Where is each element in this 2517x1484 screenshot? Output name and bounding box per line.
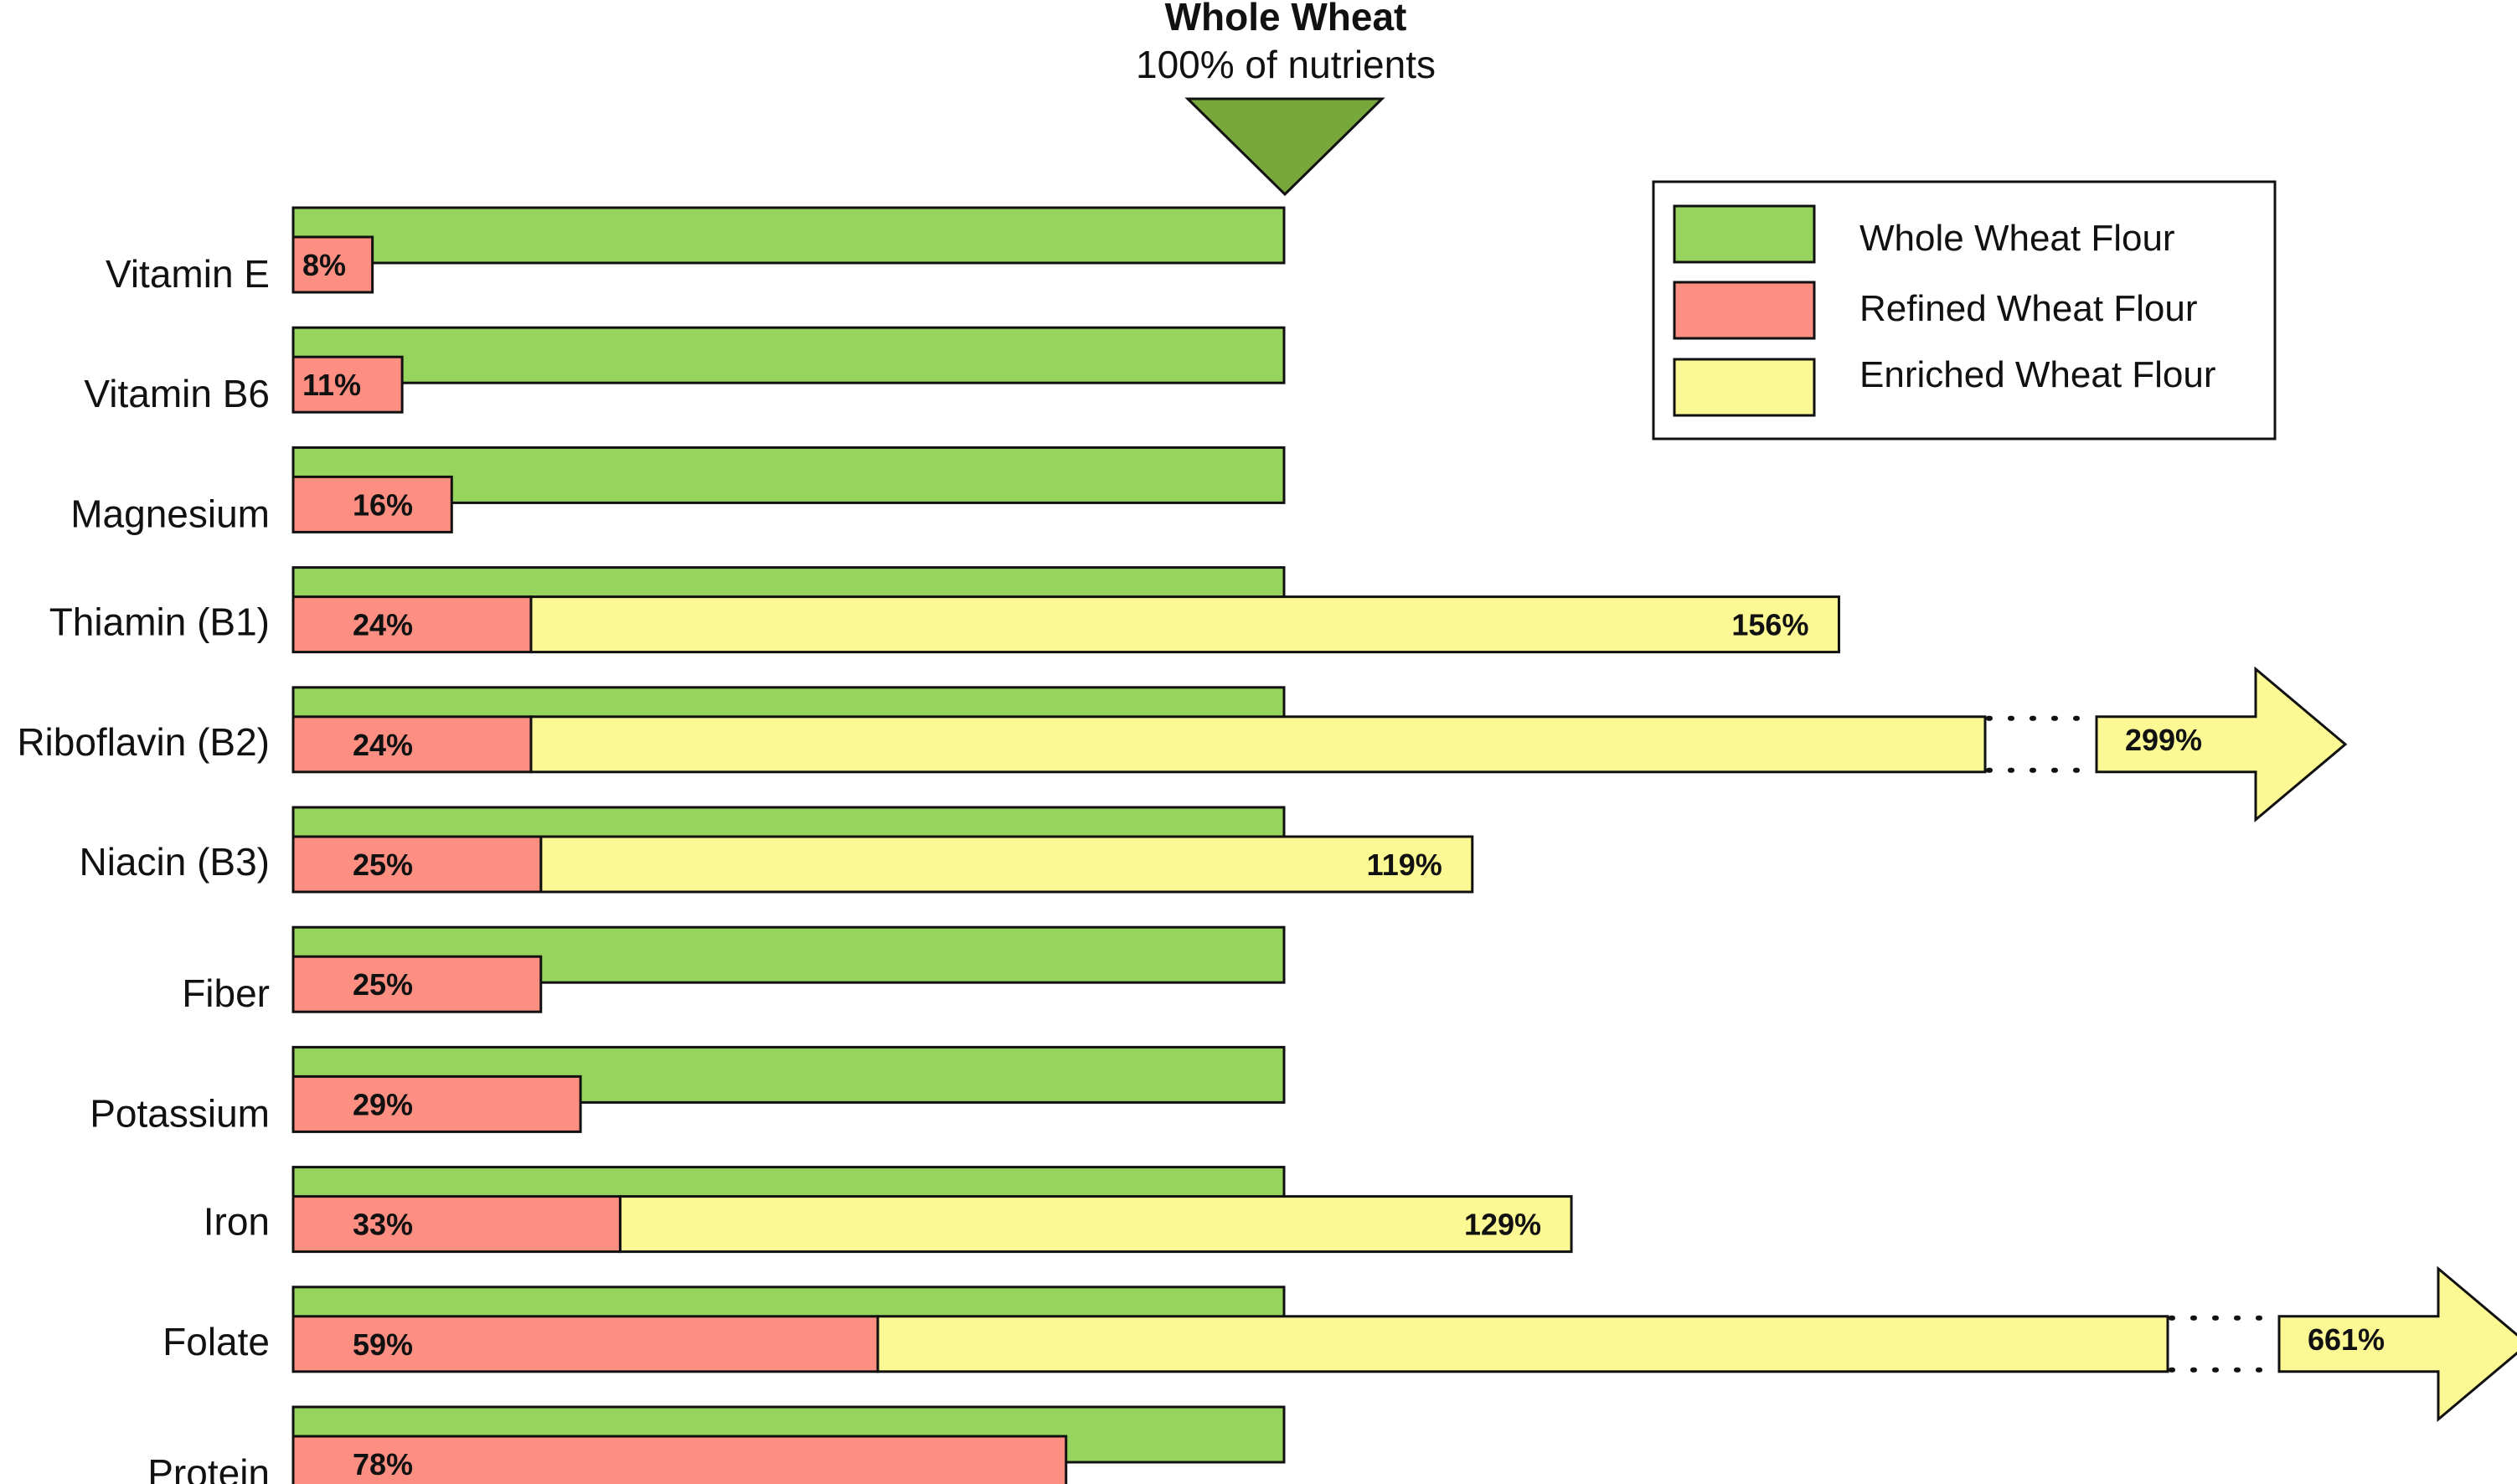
legend-swatch-refined <box>1673 281 1816 340</box>
bar-value-label: 156% <box>1731 608 1808 642</box>
bar-enriched-wheat-arrow <box>2277 1265 2517 1423</box>
bar-value-label: 11% <box>302 368 361 402</box>
legend-swatch-enriched <box>1673 358 1816 417</box>
bar-value-label: 59% <box>353 1327 413 1362</box>
bar-value-label: 129% <box>1464 1208 1541 1242</box>
category-label: Vitamin B6 <box>84 372 270 415</box>
bar-value-label: 299% <box>2125 723 2202 757</box>
bar-refined-wheat <box>291 715 533 774</box>
legend-swatch-whole <box>1673 204 1816 264</box>
bar-whole-wheat <box>291 925 1286 984</box>
bar-refined-wheat <box>291 475 453 533</box>
bar-refined-wheat <box>291 1195 622 1254</box>
bar-value-label: 25% <box>353 848 413 882</box>
bar-refined-wheat <box>291 1074 582 1133</box>
bar-refined-wheat <box>291 235 374 294</box>
chart-subtitle: 100% of nutrients <box>1136 43 1436 86</box>
bar-value-label: 33% <box>353 1208 413 1242</box>
category-label: Protein <box>147 1451 270 1484</box>
bar-whole-wheat <box>291 446 1286 504</box>
bar-enriched-wheat <box>539 835 1474 894</box>
category-label: Vitamin E <box>106 252 270 296</box>
legend-label-enriched: Enriched Wheat Flour <box>1859 354 2216 395</box>
category-label: Iron <box>204 1200 270 1244</box>
bars-group: Vitamin E 8% Vitamin B6 11% Magnesium 16% Thia… <box>17 206 2517 1484</box>
legend: Whole Wheat Flour Refined Wheat Flour En… <box>1652 180 2277 441</box>
bar-value-label: 661% <box>2308 1322 2385 1357</box>
legend-label-refined: Refined Wheat Flour <box>1859 288 2198 329</box>
bar-whole-wheat <box>291 206 1286 265</box>
bar-value-label: 25% <box>353 967 413 1002</box>
bar-value-label: 24% <box>353 728 413 762</box>
bar-refined-wheat <box>291 355 404 414</box>
bar-value-label: 78% <box>353 1447 413 1481</box>
bar-whole-wheat <box>291 326 1286 384</box>
bar-refined-wheat <box>291 955 543 1013</box>
bar-enriched-wheat-arrow <box>2095 666 2348 823</box>
bar-refined-wheat <box>291 1315 879 1373</box>
bar-enriched-wheat <box>876 1315 2169 1373</box>
bar-value-label: 119% <box>1367 848 1442 882</box>
bar-enriched-wheat <box>618 1195 1573 1254</box>
category-label: Fiber <box>182 971 270 1015</box>
category-label: Thiamin (B1) <box>49 600 270 644</box>
category-label: Folate <box>162 1320 270 1363</box>
bar-enriched-wheat <box>529 595 1840 654</box>
bar-enriched-wheat <box>529 715 1987 774</box>
category-label: Niacin (B3) <box>79 840 270 884</box>
legend-label-whole: Whole Wheat Flour <box>1859 218 2175 259</box>
bar-refined-wheat <box>291 595 533 654</box>
bar-value-label: 16% <box>353 487 413 522</box>
chart-title: Whole Wheat <box>1165 0 1407 39</box>
whole-wheat-marker <box>1184 97 1385 197</box>
category-label: Magnesium <box>70 492 270 535</box>
bar-value-label: 8% <box>302 248 346 282</box>
category-label: Riboflavin (B2) <box>17 720 270 764</box>
bar-value-label: 24% <box>353 608 413 642</box>
bar-refined-wheat <box>291 835 543 894</box>
category-label: Potassium <box>90 1091 270 1135</box>
bar-value-label: 29% <box>353 1087 413 1121</box>
bar-refined-wheat <box>291 1435 1068 1484</box>
